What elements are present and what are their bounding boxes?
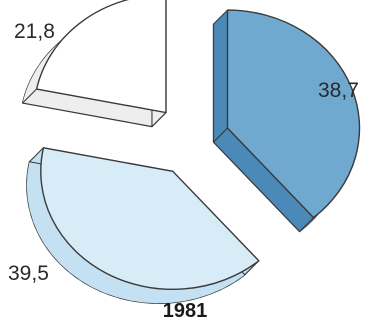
slice-3 bbox=[35, 0, 167, 114]
pie-slices bbox=[21, 0, 361, 304]
slice-2 bbox=[40, 147, 260, 291]
slice-2-rim bbox=[26, 147, 259, 304]
slice-label-3: 21,8 bbox=[14, 20, 55, 43]
slice-label-1: 38,7 bbox=[318, 79, 359, 102]
chart-year-title: 1981 bbox=[163, 300, 208, 322]
slice-label-2: 39,5 bbox=[8, 262, 49, 285]
slice-1-edge-1 bbox=[212, 9, 229, 143]
slice-1 bbox=[226, 9, 361, 219]
